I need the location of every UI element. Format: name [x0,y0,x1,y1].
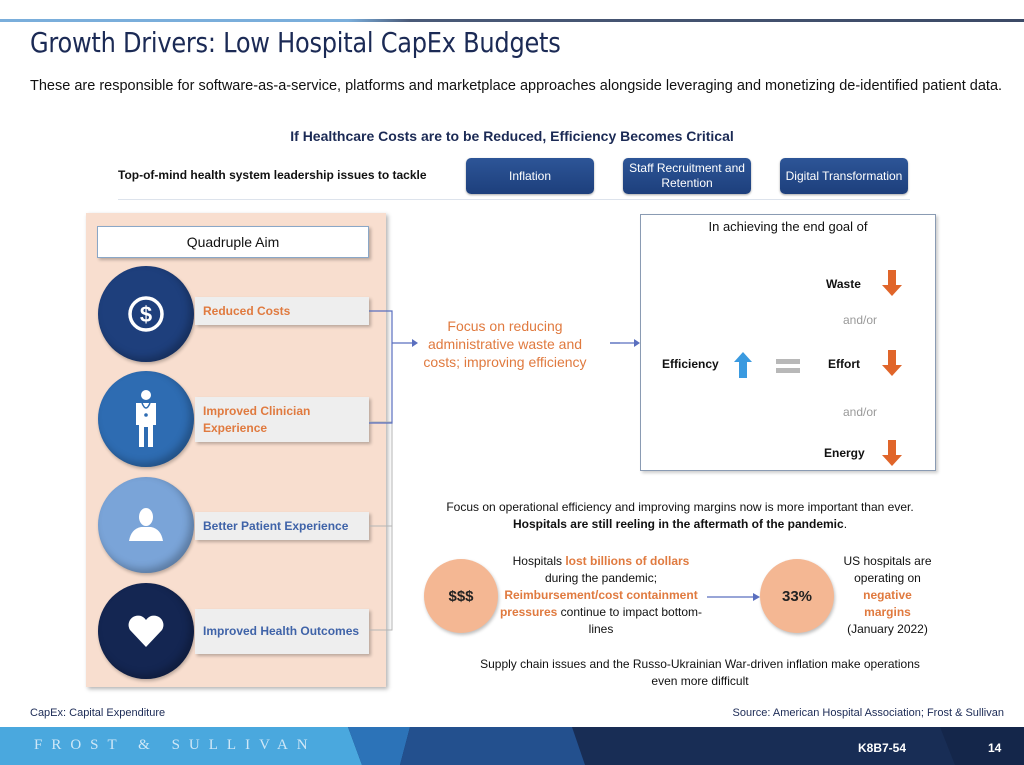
supply-text: Supply chain issues and the Russo-Ukrain… [480,657,920,688]
losses-t3: continue to impact bottom-lines [557,605,703,636]
losses-t1: Hospitals [512,554,566,568]
quadruple-aim-title: Quadruple Aim [97,226,369,258]
svg-text:$: $ [140,302,152,327]
arrow-down-icon [882,350,902,376]
issues-label: Top-of-mind health system leadership iss… [118,168,427,182]
margins-t2: (January 2022) [847,622,928,636]
footnote-capex: CapEx: Capital Expenditure [30,707,166,719]
page-subtitle: These are responsible for software-as-a-… [30,78,1003,94]
aim-patient-experience: Better Patient Experience [195,512,369,540]
goal-box [640,214,936,471]
issue-digital-transformation: Digital Transformation [780,158,908,194]
heart-icon [98,583,194,679]
goal-heading: In achieving the end goal of [708,219,868,234]
arrow-head [412,339,418,347]
footer-band [0,727,1024,765]
margins-badge: 33% [760,559,834,633]
operations-text: Focus on operational efficiency and impr… [400,499,960,533]
effort-label: Effort [828,357,860,371]
arrow-right-icon [707,593,760,601]
page-title: Growth Drivers: Low Hospital CapEx Budge… [30,26,561,59]
page-number: 14 [988,741,1002,755]
section-heading: If Healthcare Costs are to be Reduced, E… [290,128,734,144]
operations-line2: Hospitals are still reeling in the after… [512,517,844,531]
clinician-icon [98,371,194,467]
arrow-to-goal-icon [610,339,640,347]
losses-badge: $$$ [424,559,498,633]
aim-clinician-experience: Improved Clinician Experience [195,397,369,442]
and-or-label: and/or [843,313,878,327]
focus-text: Focus on reducing administrative waste a… [423,318,587,370]
energy-label: Energy [824,446,865,460]
equals-icon [776,359,800,373]
bracket-grey-upper [369,310,393,423]
divider [118,199,910,200]
margins-text: US hospitals are operating on negative m… [840,553,935,638]
connector-lines [369,310,620,631]
document-code: K8B7-54 [858,741,907,755]
operations-line2-end: . [843,517,848,531]
losses-t2: during the pandemic; [544,571,658,585]
issue-staff-recruitment: Staff Recruitment and Retention [623,158,751,194]
margins-t1: US hospitals are operating on [843,554,932,585]
waste-label: Waste [826,277,861,291]
dollar-icon: $ [98,266,194,362]
arrow-down-icon [882,440,902,466]
margins-highlight: negative margins [863,588,912,619]
issue-inflation: Inflation [466,158,594,194]
losses-text: Hospitals lost billions of dollars durin… [496,553,706,638]
and-or-label: and/or [843,405,878,419]
efficiency-label: Efficiency [662,357,719,371]
bracket-blue [369,310,393,424]
aim-health-outcomes: Improved Health Outcomes [195,609,369,654]
arrow-up-icon [734,352,752,378]
top-rule [0,19,1024,22]
frost-sullivan-logo: FROST & SULLIVAN [34,737,317,753]
patient-icon [98,477,194,573]
losses-highlight-2: Reimbursement/cost containment pressures [499,588,698,619]
bracket-grey-lower [369,525,393,631]
losses-highlight-1: lost billions of dollars [565,554,690,568]
aim-reduced-costs: Reduced Costs [195,297,369,325]
arrow-down-icon [882,270,902,296]
operations-line1: Focus on operational efficiency and impr… [446,500,914,514]
footnote-source: Source: American Hospital Association; F… [732,707,1004,719]
